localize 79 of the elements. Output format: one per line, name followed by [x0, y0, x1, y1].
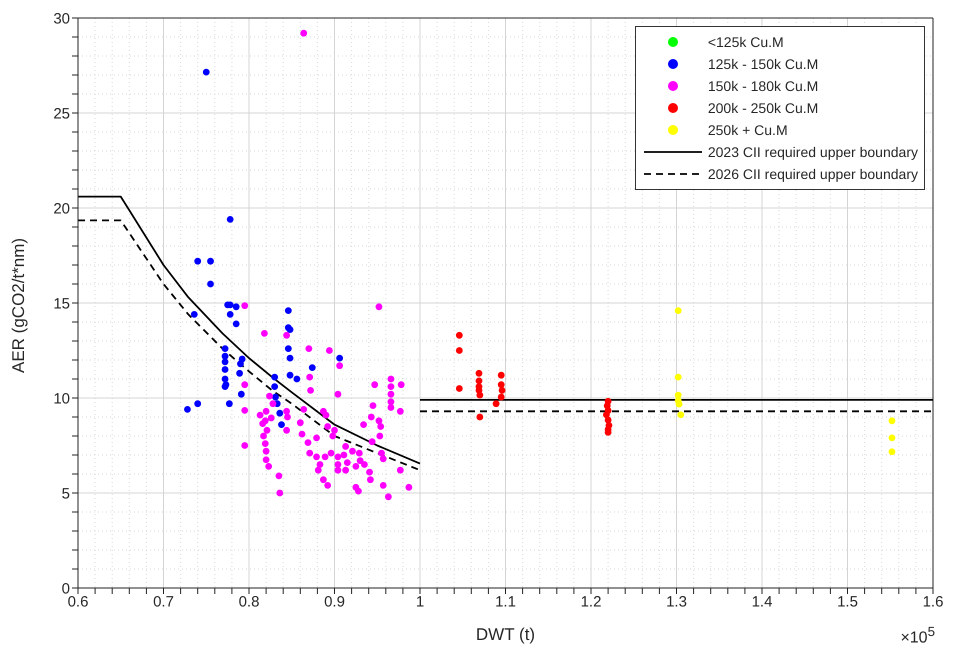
point: [202, 68, 210, 76]
point: [226, 400, 233, 408]
point: [498, 387, 506, 394]
y-tick-label: 20: [53, 200, 70, 218]
point: [184, 406, 191, 413]
point: [456, 347, 463, 354]
x-tick-label: 1.3: [666, 594, 687, 611]
point: [207, 280, 214, 288]
point: [476, 378, 482, 384]
point: [498, 372, 505, 379]
point: [236, 370, 243, 377]
legend-label: 250k + Cu.M: [708, 122, 788, 138]
y-tick-label: 5: [62, 485, 70, 502]
point: [284, 307, 292, 314]
point: [286, 354, 294, 362]
point: [194, 400, 202, 408]
point: [194, 258, 202, 265]
point: [284, 345, 292, 352]
x-tick-label: 0.6: [68, 594, 88, 611]
point: [232, 303, 240, 310]
point: [476, 370, 482, 377]
x-tick-label: 0.7: [153, 594, 174, 611]
y-tick-label: 25: [53, 105, 70, 122]
legend-label: 200k - 250k Cu.M: [708, 100, 818, 116]
legend-label: 125k - 150k Cu.M: [708, 56, 818, 72]
point: [232, 320, 240, 328]
y-axis-title: AER (gCO2/t*nm): [9, 238, 28, 373]
point: [271, 374, 278, 380]
point: [676, 400, 682, 408]
point: [226, 216, 234, 223]
point: [456, 332, 463, 339]
point: [293, 376, 300, 382]
x-tick-label: 1.2: [580, 594, 602, 611]
point: [888, 434, 896, 442]
point: [456, 385, 463, 392]
point: [498, 394, 505, 400]
point: [190, 311, 198, 318]
legend-label: 2023 CII required upper boundary: [708, 144, 918, 160]
point: [286, 372, 294, 379]
point: [226, 311, 234, 318]
point: [674, 307, 682, 314]
x-tick-label: 1: [416, 594, 424, 611]
point: [602, 411, 610, 418]
y-tick-label: 30: [53, 10, 70, 28]
point: [237, 360, 244, 368]
x-tick-label: 1.6: [922, 594, 944, 611]
point: [498, 381, 505, 388]
point: [222, 345, 228, 352]
text: ×10$^{5}$: [900, 624, 935, 648]
point: [336, 354, 344, 362]
legend-label: <125k Cu.M: [708, 34, 784, 50]
point: [278, 421, 285, 428]
point: [492, 400, 500, 408]
point: [222, 358, 228, 366]
point: [888, 448, 896, 456]
x-axis-title: DWT (t): [476, 625, 536, 644]
point: [272, 394, 279, 400]
point: [476, 392, 484, 399]
point: [674, 374, 682, 380]
point: [271, 383, 278, 390]
x-tick-label: 0.8: [238, 594, 260, 611]
point: [222, 376, 228, 382]
point: [207, 258, 214, 265]
point: [308, 364, 316, 371]
point: [476, 414, 484, 420]
x-tick-label: 1.4: [752, 594, 772, 611]
legend-label: 150k - 180k Cu.M: [708, 78, 818, 94]
x-tick-label: 1.5: [837, 594, 858, 611]
legend-label: 2026 CII required upper boundary: [708, 166, 918, 182]
point: [238, 390, 245, 398]
point: [222, 366, 228, 373]
x-tick-label: 0.9: [324, 594, 345, 611]
y-tick-label: 0: [62, 580, 70, 598]
point: [276, 410, 284, 417]
point: [888, 417, 896, 424]
y-tick-label: 15: [53, 295, 70, 312]
x-tick-label: 1.1: [495, 594, 516, 611]
point: [677, 411, 684, 418]
y-tick-label: 10: [53, 390, 70, 408]
